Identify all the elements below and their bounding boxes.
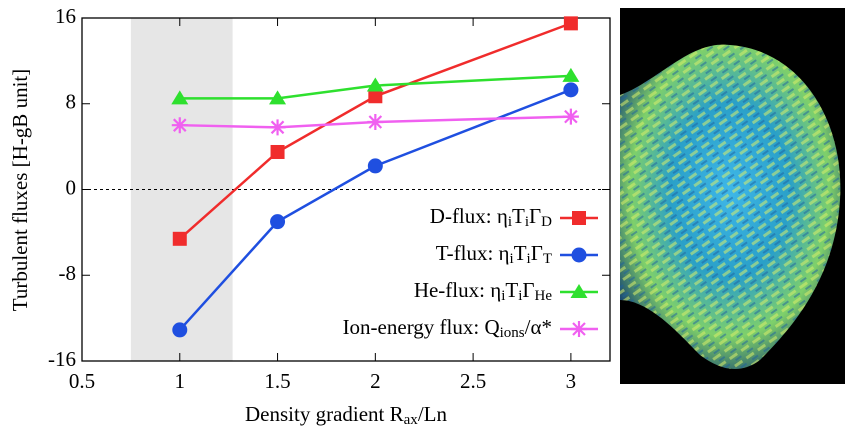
marker [269, 119, 286, 136]
marker [270, 214, 286, 230]
legend-label: D-flux: ηiTiΓD [430, 204, 552, 231]
y-tick-label: 16 [55, 4, 76, 28]
marker [172, 231, 187, 246]
legend-subscript: ions [500, 325, 525, 341]
legend-text: He-flux: η [414, 278, 501, 302]
plasma-image [620, 8, 845, 384]
marker [367, 158, 383, 174]
legend-marker [570, 284, 588, 298]
legend-marker [571, 321, 587, 337]
legend-text: Γ [522, 278, 534, 302]
marker [270, 144, 285, 159]
legend-marker [571, 247, 587, 263]
x-tick-label: 2.5 [460, 369, 486, 393]
legend-text: T-flux: η [436, 241, 510, 265]
marker [563, 16, 578, 31]
legend-text: Γ [531, 241, 543, 265]
marker [562, 67, 580, 82]
x-axis-label: Density gradient Rax/Ln [245, 402, 447, 429]
legend-subscript: i [527, 251, 531, 267]
marker [366, 77, 384, 92]
legend-subscript: He [535, 288, 553, 304]
plot-frame [81, 17, 611, 362]
marker [368, 89, 383, 104]
legend-text: T [514, 241, 527, 265]
legend-label: Ion-energy flux: Qions/α* [343, 315, 552, 342]
legend-text: T [512, 204, 525, 228]
x-tick-label: 3 [566, 369, 577, 393]
legend-text: /α* [525, 315, 552, 339]
marker [171, 90, 189, 105]
legend-subscript: D [541, 214, 552, 230]
marker [562, 108, 579, 125]
legend-subscript: T [543, 251, 552, 267]
y-axis-label: Turbulent fluxes [H-gB unit] [8, 69, 32, 311]
marker [269, 90, 287, 105]
legend-subscript: i [525, 214, 529, 230]
y-tick-label: 0 [66, 175, 77, 199]
x-tick-label: 1 [175, 369, 186, 393]
legend-subscript: i [508, 214, 512, 230]
series-line [179, 115, 571, 129]
legend-subscript: i [510, 251, 514, 267]
legend-label: T-flux: ηiTiΓT [436, 241, 552, 268]
y-tick-label: -8 [59, 261, 77, 285]
legend-text: Ion-energy flux: Q [343, 315, 500, 339]
series-line [179, 74, 571, 100]
y-tick-label: -16 [48, 347, 76, 371]
legend-marker [572, 211, 586, 225]
legend-subscript: i [518, 288, 522, 304]
marker [563, 82, 579, 98]
legend-text: T [505, 278, 518, 302]
marker [367, 113, 384, 130]
y-tick-label: 8 [66, 90, 77, 114]
legend-label: He-flux: ηiTiΓHe [414, 278, 553, 305]
x-tick-label: 0.5 [69, 369, 95, 393]
legend-subscript: i [501, 288, 505, 304]
marker [172, 322, 188, 338]
legend-text: D-flux: η [430, 204, 508, 228]
series-line [178, 88, 572, 331]
x-tick-label: 1.5 [264, 369, 290, 393]
x-tick-label: 2 [370, 369, 381, 393]
marker [171, 117, 188, 134]
shaded-region [130, 18, 233, 361]
legend-text: Γ [529, 204, 541, 228]
